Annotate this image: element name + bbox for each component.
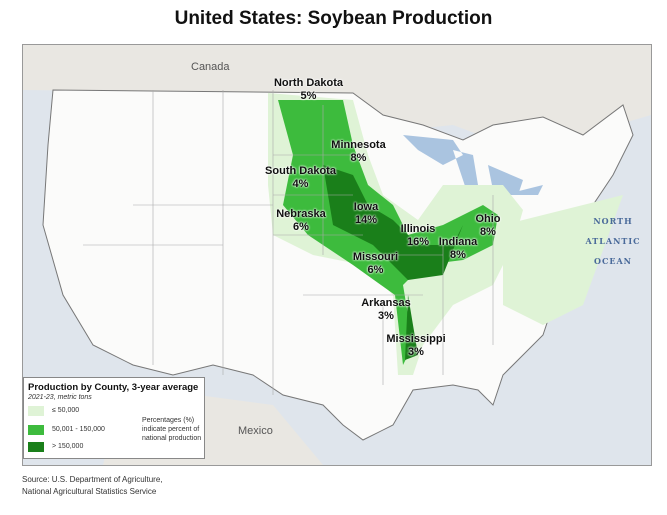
state-name: Minnesota: [331, 139, 386, 151]
state-pct: 6%: [293, 221, 309, 233]
legend-swatch-low: [28, 406, 44, 416]
us-land: [42, 89, 634, 441]
production-area-high: [323, 165, 463, 360]
state-name: Iowa: [353, 201, 379, 213]
legend-label-mid: 50,001 - 150,000: [52, 426, 105, 433]
label-iowa: Iowa 14%: [341, 201, 391, 227]
label-north-dakota: North Dakota 5%: [271, 77, 346, 103]
state-pct: 5%: [300, 90, 317, 102]
map-legend: Production by County, 3-year average 202…: [23, 377, 205, 459]
label-ohio: Ohio 8%: [468, 213, 508, 239]
label-missouri: Missouri 6%: [348, 251, 403, 277]
ocean-line: OCEAN: [594, 256, 632, 266]
state-pct: 3%: [408, 346, 424, 358]
production-area-east-low: [503, 195, 623, 325]
state-name: Mississippi: [386, 333, 446, 345]
map-canvas: [23, 45, 651, 465]
legend-title: Production by County, 3-year average: [28, 382, 199, 393]
state-name: Indiana: [438, 236, 478, 248]
state-name: North Dakota: [273, 77, 344, 89]
state-name: Ohio: [475, 213, 501, 225]
ocean-line: NORTH: [593, 216, 633, 226]
legend-subtitle: 2021-23, metric tons: [28, 394, 92, 401]
state-pct: 8%: [480, 226, 496, 238]
state-name: Missouri: [352, 251, 399, 263]
map-title: United States: Soybean Production: [174, 8, 493, 29]
state-name: Arkansas: [361, 297, 411, 309]
label-illinois: Illinois 16%: [393, 223, 443, 249]
label-north-atlantic-ocean: NORTH ATLANTIC OCEAN: [583, 211, 643, 271]
label-mexico: Mexico: [238, 425, 273, 437]
source-line: Source: U.S. Department of Agriculture,: [22, 475, 163, 484]
label-arkansas: Arkansas 3%: [356, 297, 416, 323]
state-name: Nebraska: [276, 208, 326, 220]
state-pct: 6%: [367, 264, 384, 276]
ocean-line: ATLANTIC: [585, 236, 641, 246]
us-map: Canada Mexico NORTH ATLANTIC OCEAN North…: [22, 44, 652, 466]
state-name: Illinois: [400, 223, 436, 235]
legend-label-high: > 150,000: [52, 443, 84, 450]
state-pct: 4%: [292, 178, 309, 190]
state-name: South Dakota: [265, 165, 336, 177]
legend-swatch-high: [28, 442, 44, 452]
legend-note: Percentages (%) indicate percent of nati…: [142, 417, 202, 442]
state-pct: 8%: [350, 152, 367, 164]
legend-swatch-mid: [28, 425, 44, 435]
label-south-dakota: South Dakota 4%: [263, 165, 338, 191]
state-pct: 3%: [378, 310, 394, 322]
label-minnesota: Minnesota 8%: [321, 139, 396, 165]
label-indiana: Indiana 8%: [433, 236, 483, 262]
label-nebraska: Nebraska 6%: [271, 208, 331, 234]
county-production-fill: [268, 93, 623, 375]
source-line: National Agricultural Statistics Service: [22, 487, 157, 496]
source-note: Source: U.S. Department of Agriculture, …: [22, 474, 163, 498]
state-pct: 16%: [406, 236, 430, 248]
label-canada: Canada: [191, 61, 230, 73]
state-pct: 8%: [450, 249, 466, 261]
great-lakes: [403, 135, 543, 195]
label-mississippi: Mississippi 3%: [381, 333, 451, 359]
state-borders: [83, 90, 494, 395]
state-pct: 14%: [354, 214, 378, 226]
legend-label-low: ≤ 50,000: [52, 407, 80, 414]
